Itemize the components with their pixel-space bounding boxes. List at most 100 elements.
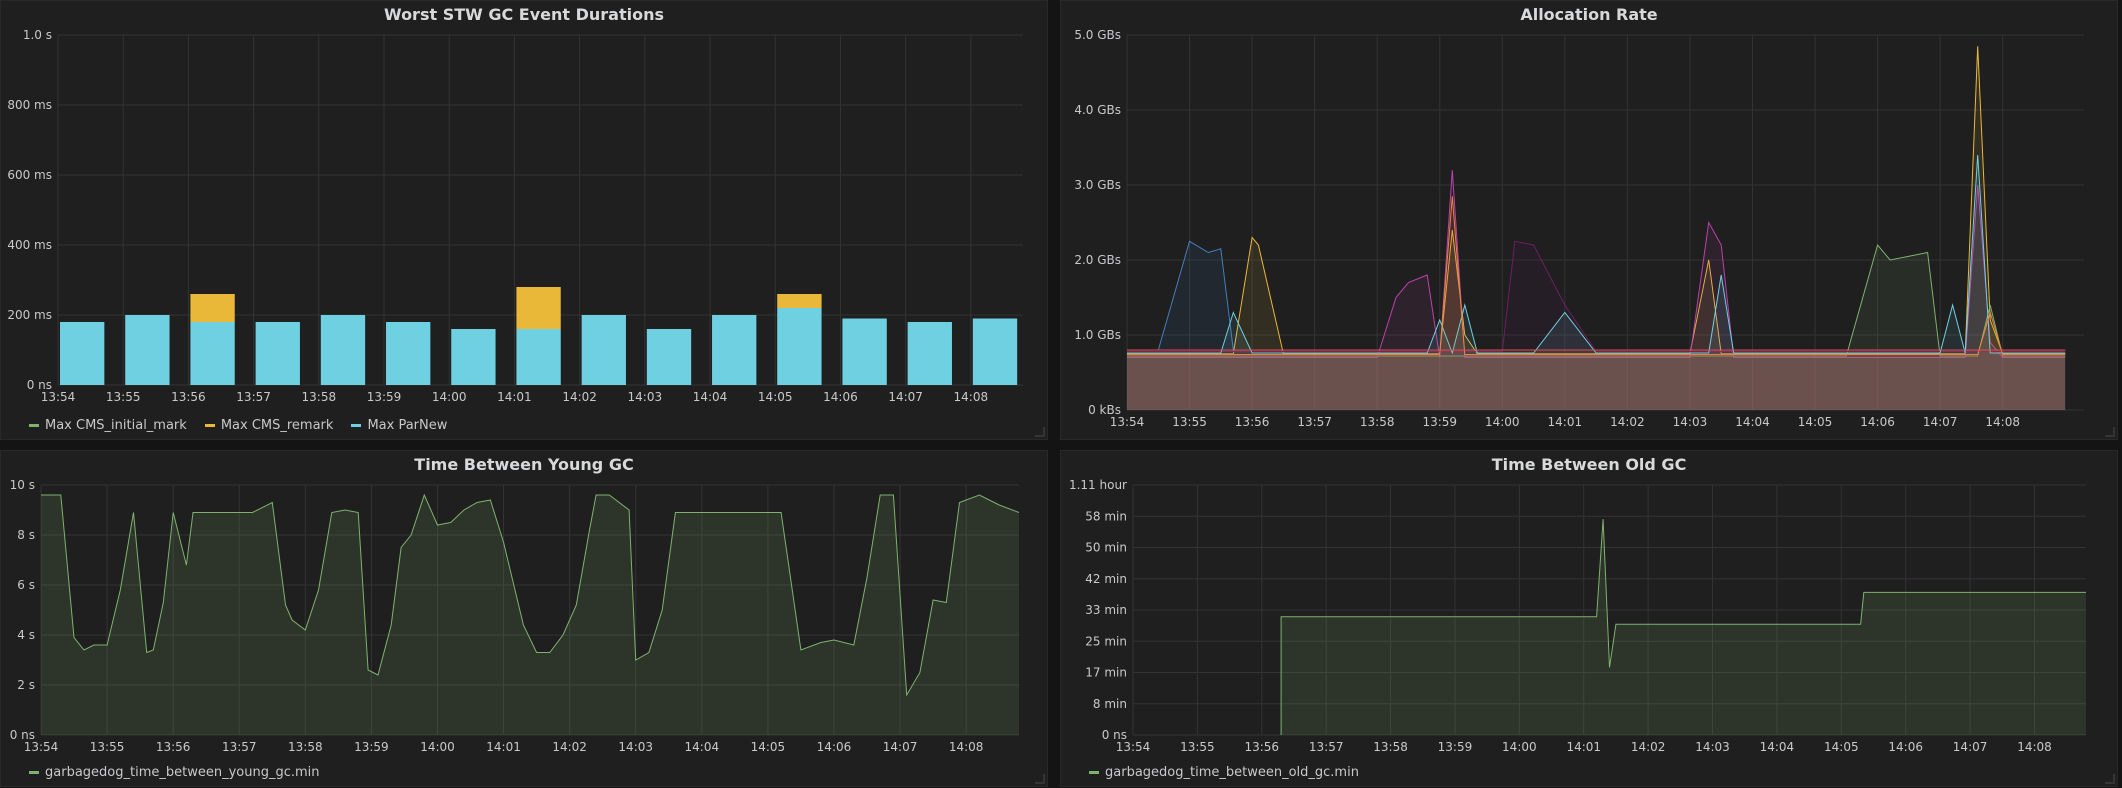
y-tick-label: 17 min: [1085, 666, 1127, 680]
legend-swatch: [1089, 771, 1099, 774]
x-tick-label: 13:56: [171, 390, 206, 404]
legend-item-cms-initial-mark[interactable]: Max CMS_initial_mark: [29, 418, 187, 433]
x-tick-label: 14:07: [888, 390, 923, 404]
y-tick-label: 400 ms: [7, 238, 52, 252]
bar: [386, 322, 431, 385]
x-tick-label: 13:57: [236, 390, 271, 404]
x-tick-label: 14:00: [1485, 415, 1520, 429]
x-tick-label: 14:04: [693, 390, 728, 404]
x-tick-label: 13:59: [1438, 740, 1473, 754]
x-tick-label: 14:01: [1566, 740, 1601, 754]
series-area: [1127, 241, 2066, 410]
x-tick-label: 14:00: [432, 390, 467, 404]
y-tick-label: 42 min: [1085, 572, 1127, 586]
y-tick-label: 4 s: [17, 628, 35, 642]
series-line: [1127, 46, 2066, 355]
bar-chart-stw-gc: 0 ns 200 ms 400 ms 600 ms 800 ms 1.0 s 13:54 13…: [7, 28, 1023, 404]
x-tick-label: 13:55: [1180, 740, 1215, 754]
x-tick-label: 14:02: [552, 740, 587, 754]
x-tick-label: 13:54: [41, 390, 76, 404]
series-line: [1127, 169, 2066, 358]
series-area: [1127, 155, 2066, 410]
x-tick-label: 14:08: [1985, 415, 2020, 429]
x-tick-label: 14:05: [751, 740, 786, 754]
resize-handle[interactable]: [2105, 427, 2115, 437]
panel-title[interactable]: Worst STW GC Event Durations: [383, 5, 665, 24]
bar: [190, 322, 235, 385]
legend-item-cms-remark[interactable]: Max CMS_remark: [204, 418, 333, 433]
panel-title[interactable]: Allocation Rate: [1520, 5, 1658, 24]
x-tick-label: 14:04: [1760, 740, 1795, 754]
panel-worst-stw-gc: Worst STW GC Event Durations 0 ns 200 ms 4…: [0, 0, 1048, 440]
bar: [712, 315, 757, 385]
x-tick-label: 14:05: [1824, 740, 1859, 754]
resize-handle[interactable]: [2105, 774, 2115, 784]
area-chart-allocation-rate: 0 kBs 1.0 GBs 2.0 GBs 3.0 GBs 4.0 GBs 5.0 GBs…: [1074, 28, 2084, 429]
x-tick-label: 14:00: [1502, 740, 1537, 754]
legend-swatch: [204, 424, 215, 427]
bar: [516, 287, 561, 329]
x-tick-label: 14:03: [628, 390, 663, 404]
x-tick-label: 14:07: [1953, 740, 1988, 754]
y-tick-label: 8 min: [1093, 697, 1127, 711]
x-tick-label: 13:57: [1297, 415, 1332, 429]
x-tick-label: 14:01: [486, 740, 521, 754]
resize-handle[interactable]: [1035, 427, 1045, 437]
legend-item-old-gc[interactable]: garbagedog_time_between_old_gc.min: [1089, 765, 1359, 780]
x-tick-label: 14:02: [1610, 415, 1645, 429]
series-area: [1127, 46, 2066, 411]
y-tick-label: 5.0 GBs: [1074, 28, 1121, 42]
bar: [646, 329, 692, 385]
series-area: [1127, 350, 2066, 410]
x-tick-label: 13:57: [1309, 740, 1344, 754]
bar: [125, 315, 170, 385]
series-area: [1127, 170, 2066, 410]
legend-item-parnew[interactable]: Max ParNew: [351, 418, 447, 433]
y-tick-label: 0 ns: [1102, 728, 1127, 742]
series-line: [1127, 243, 2066, 357]
y-tick-label: 600 ms: [7, 168, 52, 182]
x-tick-label: 14:08: [2017, 740, 2052, 754]
x-tick-label: 13:57: [222, 740, 257, 754]
x-tick-label: 13:59: [1422, 415, 1457, 429]
resize-handle[interactable]: [1035, 774, 1045, 784]
legend-label: garbagedog_time_between_old_gc.min: [1105, 765, 1359, 780]
series-line: [1127, 240, 2066, 352]
x-tick-label: 13:58: [302, 390, 337, 404]
legend-swatch: [29, 771, 39, 774]
x-tick-label: 14:05: [758, 390, 793, 404]
legend: garbagedog_time_between_old_gc.min: [1089, 765, 1359, 780]
series-area: [1127, 241, 2066, 410]
panel-title[interactable]: Time Between Young GC: [414, 455, 634, 474]
legend: Max CMS_initial_mark Max CMS_remark Max …: [29, 418, 447, 433]
series-area: [1127, 245, 2066, 410]
bar: [516, 329, 561, 385]
x-tick-label: 13:56: [1235, 415, 1270, 429]
x-tick-label: 14:06: [823, 390, 858, 404]
x-tick-label: 14:01: [497, 390, 532, 404]
y-tick-label: 2.0 GBs: [1074, 253, 1121, 267]
x-tick-label: 14:04: [1735, 415, 1770, 429]
panel-title[interactable]: Time Between Old GC: [1491, 455, 1687, 474]
legend-item-young-gc[interactable]: garbagedog_time_between_young_gc.min: [29, 765, 320, 780]
legend-swatch: [29, 424, 39, 427]
y-tick-label: 8 s: [17, 528, 35, 542]
x-tick-label: 13:54: [1110, 415, 1145, 429]
x-tick-label: 14:03: [618, 740, 653, 754]
y-tick-label: 6 s: [17, 578, 35, 592]
x-tick-label: 14:06: [817, 740, 852, 754]
series-line: [41, 493, 1020, 697]
y-tick-label: 4.0 GBs: [1074, 103, 1121, 117]
x-tick-label: 14:06: [1860, 415, 1895, 429]
x-tick-label: 13:56: [1244, 740, 1279, 754]
x-tick-label: 13:58: [1373, 740, 1408, 754]
x-tick-label: 14:08: [949, 740, 984, 754]
y-tick-label: 3.0 GBs: [1074, 178, 1121, 192]
bar: [320, 315, 366, 385]
bar: [255, 322, 300, 385]
x-tick-label: 13:54: [1116, 740, 1151, 754]
y-tick-label: 800 ms: [7, 98, 52, 112]
bar: [60, 322, 105, 385]
y-tick-label: 1.0 s: [23, 28, 52, 42]
series-area: [41, 495, 1019, 735]
